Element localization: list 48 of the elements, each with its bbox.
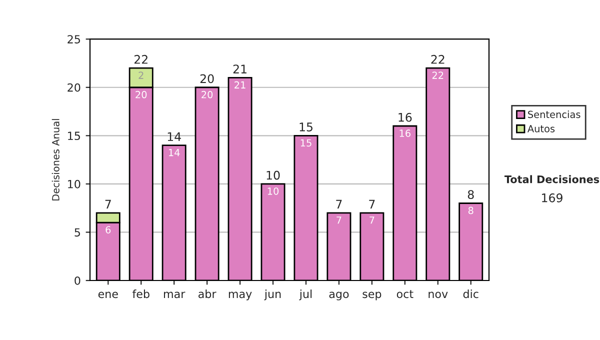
data-label: 22 bbox=[432, 72, 444, 79]
data-label: 10 bbox=[268, 187, 279, 195]
y-tick-label: 5 bbox=[74, 228, 80, 237]
legend-label: Autos bbox=[527, 125, 555, 132]
legend-label: Sentencias bbox=[528, 110, 580, 118]
total-label: 10 bbox=[266, 170, 280, 180]
total-label: 16 bbox=[398, 112, 412, 122]
x-tick-label: abr bbox=[198, 290, 216, 298]
total-label: 20 bbox=[200, 74, 214, 84]
data-label: 15 bbox=[300, 139, 312, 147]
data-label: 20 bbox=[202, 90, 213, 98]
x-tick-label: oct bbox=[396, 290, 414, 298]
x-tick-label: jun bbox=[264, 290, 281, 300]
x-tick-label: ago bbox=[329, 292, 349, 300]
total-label: 22 bbox=[134, 54, 148, 64]
data-label: 16 bbox=[400, 130, 410, 137]
total-label: 15 bbox=[300, 122, 312, 132]
y-tick-label: 20 bbox=[68, 83, 80, 92]
data-label: 20 bbox=[136, 90, 147, 98]
total-label: 22 bbox=[431, 54, 444, 64]
data-label: 8 bbox=[468, 206, 474, 214]
y-tick-label: 25 bbox=[68, 35, 80, 44]
x-tick-label: mar bbox=[164, 292, 186, 298]
total-label: 8 bbox=[468, 190, 474, 200]
total-label: 7 bbox=[105, 200, 111, 209]
x-tick-label: dic bbox=[463, 290, 478, 298]
total-label: 7 bbox=[369, 200, 375, 209]
y-tick-label: 0 bbox=[74, 276, 80, 285]
data-label: 7 bbox=[370, 216, 374, 224]
x-tick-label: ene bbox=[98, 292, 118, 298]
text: 169 bbox=[542, 193, 562, 202]
text: Total Decisiones bbox=[504, 175, 600, 184]
total-label: 14 bbox=[168, 132, 181, 141]
y-tick-label: 15 bbox=[68, 132, 80, 140]
total-label: 7 bbox=[336, 200, 342, 209]
x-tick-label: sep bbox=[362, 292, 382, 300]
x-tick-label: jul bbox=[299, 290, 312, 300]
y-tick-label: 10 bbox=[68, 180, 80, 188]
total-label: 21 bbox=[233, 64, 246, 74]
x-tick-label: feb bbox=[132, 290, 150, 298]
data-label: 2 bbox=[138, 72, 144, 79]
data-label: 7 bbox=[336, 216, 342, 224]
x-tick-label: nov bbox=[428, 292, 448, 298]
data-label: 14 bbox=[168, 148, 180, 156]
y-axis-title: Decisiones Anual bbox=[52, 119, 60, 200]
data-label: 6 bbox=[106, 226, 111, 234]
data-label: 21 bbox=[234, 81, 246, 88]
x-tick-label: may bbox=[228, 292, 252, 300]
